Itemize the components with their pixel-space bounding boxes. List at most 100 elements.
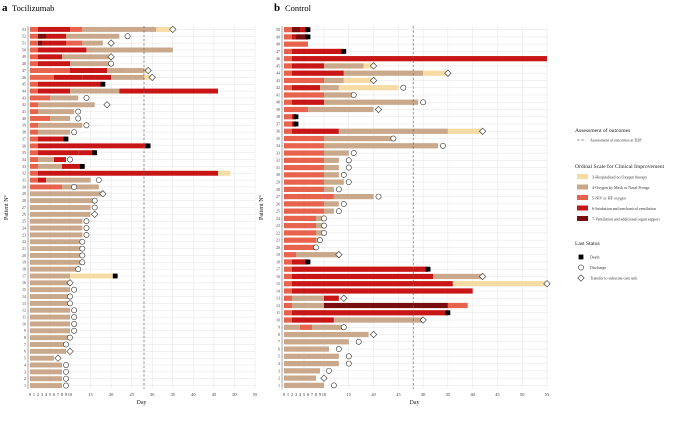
stay-segment [30,348,38,354]
stay-segment [320,85,339,91]
patient-row: 23 [22,231,255,238]
patient-row: 25 [22,218,255,225]
patient-row: 14 [276,288,547,294]
x-tick-label: 30 [150,392,155,397]
stay-segment [38,362,62,368]
patient-row: 51 [22,39,255,47]
patient-row: 30 [22,184,255,190]
status-marker [79,259,86,266]
status-marker [321,215,327,222]
stay-segment [423,70,448,76]
stay-segment [30,307,38,313]
x-tick-label: 15 [347,392,352,397]
stay-segment [292,346,329,352]
patient-row: 38 [22,129,255,136]
stay-segment [46,177,70,183]
stay-segment [292,295,324,301]
stay-segment [316,223,324,229]
stay-segment [292,172,324,178]
x-tick-label: 40 [470,392,475,397]
patient-row: 24 [276,215,547,222]
status-marker [543,280,551,288]
patient-row: 24 [22,225,255,231]
x-tick-label: 8 [315,392,318,397]
stay-segment [70,26,83,32]
stay-segment [38,191,103,197]
patient-tick: 18 [276,259,280,264]
stay-segment [38,280,70,286]
stay-segment [300,27,308,33]
status-marker [320,374,328,382]
stay-segment [292,27,300,33]
stay-segment [284,121,292,127]
stay-segment [144,74,153,80]
status-marker [345,157,352,164]
patient-tick: 42 [22,102,26,107]
legend-symbol [578,264,584,271]
patient-tick: 47 [22,68,26,73]
patient-row: 12 [276,302,547,309]
status-marker [478,127,487,135]
stay-segment [292,244,316,251]
stay-segment [284,85,292,91]
stay-segment [30,143,38,149]
stay-segment [292,92,324,98]
patient-tick: 26 [276,201,280,206]
stay-segment [284,259,292,265]
legend-swatch [577,174,588,179]
patient-row: 26 [22,210,255,218]
stay-segment [343,70,424,76]
stay-segment [284,179,292,185]
stay-segment [38,68,70,73]
patient-tick: 35 [22,150,26,155]
patient-row: 29 [276,179,547,185]
patient-tick: 8 [278,332,280,337]
stay-segment [30,129,38,135]
stay-segment [30,122,38,128]
legend-swatch [577,184,588,190]
stay-segment [30,61,38,67]
stay-segment [70,68,107,73]
stay-segment [284,201,292,207]
stay-segment [30,266,38,272]
stay-segment [338,128,448,134]
patient-tick: 39 [22,123,26,128]
patient-row: 49 [22,53,255,61]
patient-row: 48 [276,41,547,47]
stay-segment [324,157,339,163]
patient-tick: 18 [22,267,26,272]
stay-segment [42,40,66,46]
patient-row: 32 [22,171,255,176]
stay-segment [308,106,374,113]
legend-assessment-item: Assessment of outcomes at D28 [590,138,641,143]
patient-tick: 46 [276,56,280,61]
patient-tick: 36 [276,129,280,134]
status-marker [331,382,337,389]
stay-segment [292,208,324,214]
x-tick-label: 0 [29,392,32,397]
stay-segment [30,280,38,286]
x-tick-label: 25 [396,392,401,397]
patient-tick: 1 [278,383,280,388]
patient-tick: 17 [22,273,26,278]
stay-segment [38,287,70,293]
stay-segment [292,288,473,294]
stay-segment [30,88,38,94]
status-marker [345,179,352,185]
stay-segment [284,360,292,367]
stay-segment [30,40,38,46]
status-marker [75,115,82,122]
stay-segment [447,128,483,134]
patient-tick: 44 [276,71,280,76]
legend-scale-item: 5-NIV or HF oxygen [592,195,626,200]
status-marker [335,346,342,352]
legend-symbol [578,254,584,260]
stay-segment [324,135,394,142]
patient-tick: 21 [22,246,26,251]
stay-segment [38,205,91,210]
stay-segment [50,95,79,101]
legend-scale-item: 6-Intubation and mechanical ventilation [592,206,656,211]
patient-tick: 2 [24,376,26,381]
stay-segment [284,353,292,359]
